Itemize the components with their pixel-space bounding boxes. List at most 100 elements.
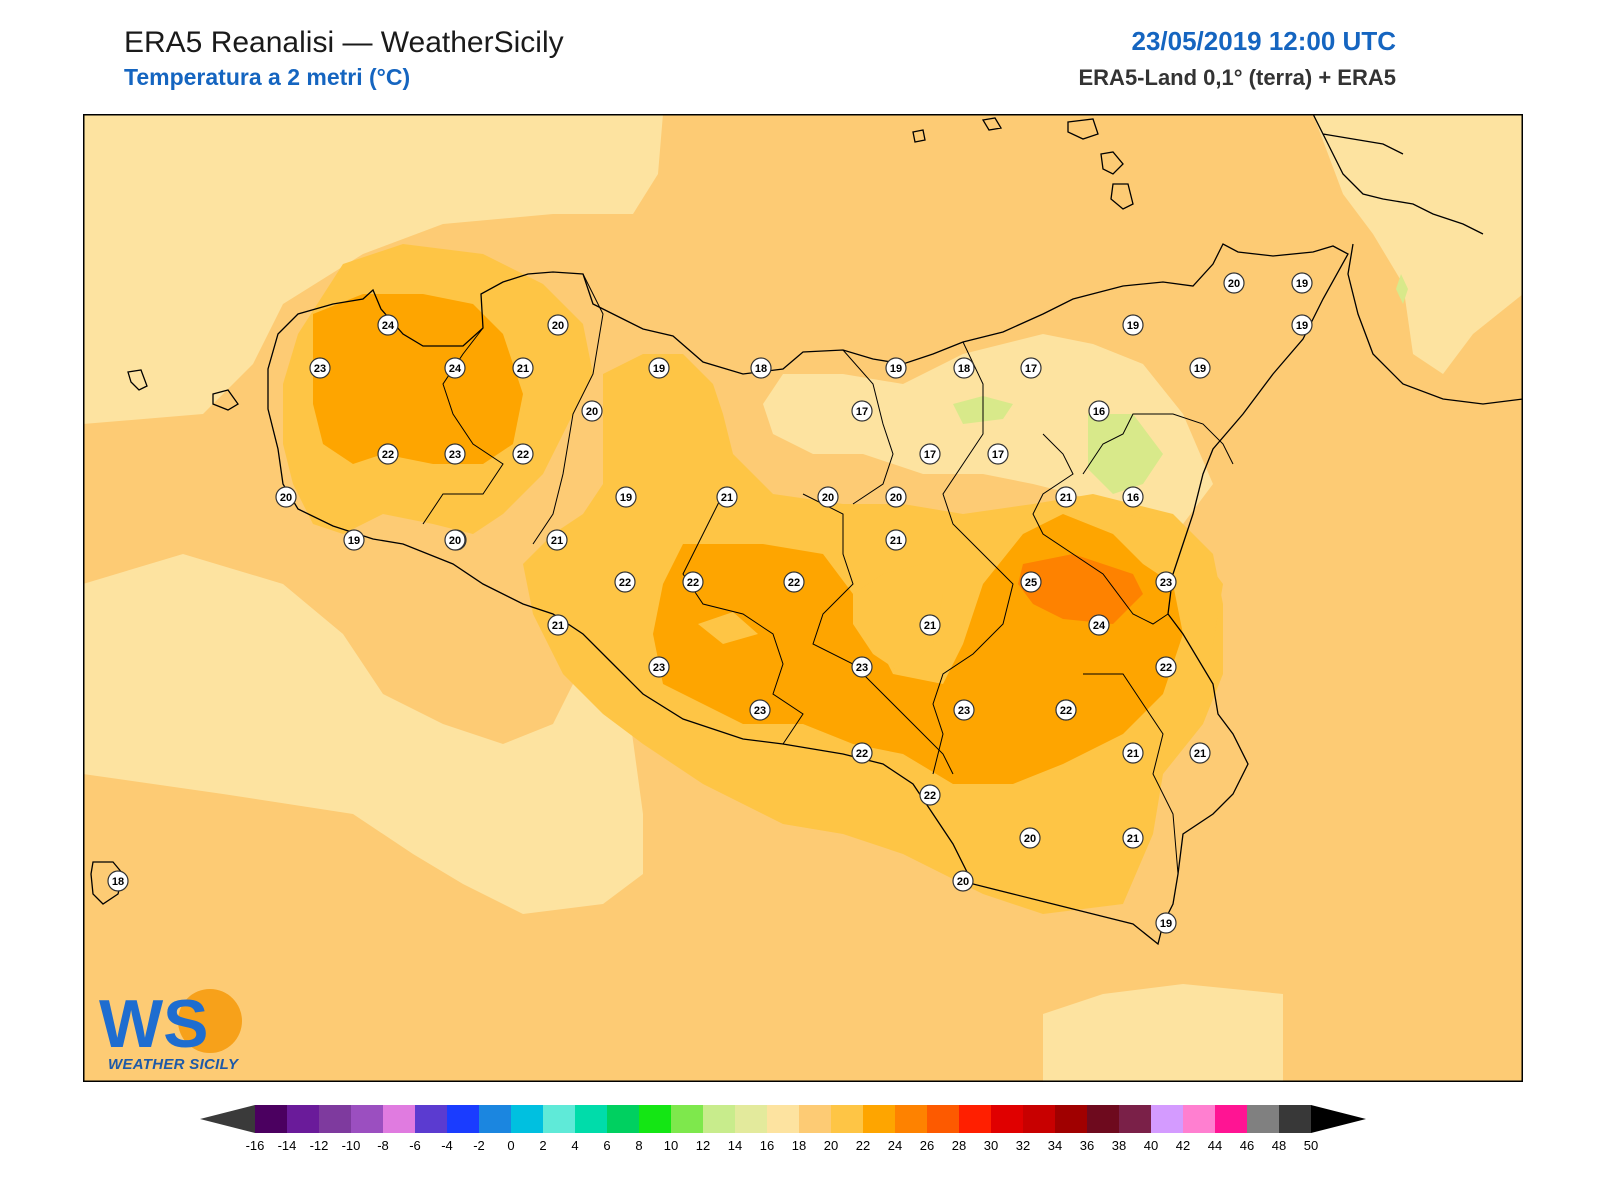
station-marker: 17 xyxy=(1020,357,1042,379)
station-marker-circle xyxy=(377,443,399,465)
station-marker-circle xyxy=(851,742,873,764)
island-pantelleria xyxy=(90,861,124,905)
colorbar-tick-label: 6 xyxy=(603,1138,610,1153)
temp-band-16-ne xyxy=(1313,114,1523,374)
colorbar-tick-label: -2 xyxy=(473,1138,485,1153)
colorbar-cell xyxy=(1023,1105,1055,1133)
station-value: 18 xyxy=(755,363,767,375)
station-marker-circle xyxy=(682,571,704,593)
station-marker-circle xyxy=(1088,400,1110,422)
station-marker-circle xyxy=(1189,742,1211,764)
station-marker-circle xyxy=(1055,699,1077,721)
station-value: 21 xyxy=(1194,748,1206,760)
station-value: 20 xyxy=(822,492,834,504)
colorbar-cell xyxy=(511,1105,543,1133)
station-value: 17 xyxy=(924,449,936,461)
colorbar-tick-label: -12 xyxy=(310,1138,329,1153)
valid-datetime: 23/05/2019 12:00 UTC xyxy=(1131,26,1396,56)
station-value: 21 xyxy=(1127,833,1139,845)
station-marker: 19 xyxy=(1291,272,1313,294)
colorbar-cell xyxy=(895,1105,927,1133)
station-value: 22 xyxy=(517,449,529,461)
station-marker-circle xyxy=(1291,314,1313,336)
colorbar-cell xyxy=(1055,1105,1087,1133)
station-marker-circle xyxy=(444,443,466,465)
station-marker: 21 xyxy=(716,486,738,508)
island-salina xyxy=(1067,118,1099,140)
station-marker: 17 xyxy=(919,443,941,465)
station-marker: 20 xyxy=(817,486,839,508)
station-value: 19 xyxy=(1296,320,1308,332)
station-marker: 20 xyxy=(885,486,907,508)
station-marker: 22 xyxy=(614,571,636,593)
station-marker: 18 xyxy=(107,870,129,892)
station-value: 18 xyxy=(958,363,970,375)
temp-band-16-sw xyxy=(83,554,643,914)
station-value: 21 xyxy=(890,535,902,547)
station-marker-circle xyxy=(547,614,569,636)
colorbar-cell xyxy=(607,1105,639,1133)
station-value: 23 xyxy=(958,705,970,717)
colorbar-cell xyxy=(1151,1105,1183,1133)
station-marker-circle xyxy=(1189,357,1211,379)
station-marker: 19 xyxy=(885,357,907,379)
station-marker: 19 xyxy=(615,486,637,508)
colorbar-tick-label: -8 xyxy=(377,1138,389,1153)
station-marker-circle xyxy=(444,357,466,379)
station-marker-circle xyxy=(581,400,603,422)
station-marker: 22 xyxy=(919,784,941,806)
colorbar-tick-label: 26 xyxy=(920,1138,934,1153)
temperature-colorbar: -16 -14 -12 -10 -8 -6 -4 -2 0 2 4 6 8 10 12 14 16 18 20 22 2… xyxy=(200,1105,1366,1153)
station-value: 17 xyxy=(992,449,1004,461)
station-marker: 23 xyxy=(309,357,331,379)
station-marker: 22 xyxy=(851,742,873,764)
station-marker-circle xyxy=(749,699,771,721)
station-marker-circle xyxy=(885,529,907,551)
station-value: 20 xyxy=(1228,278,1240,290)
colorbar-cell xyxy=(415,1105,447,1133)
station-value: 22 xyxy=(619,577,631,589)
station-marker: 22 xyxy=(783,571,805,593)
station-value: 21 xyxy=(924,620,936,632)
station-value: 21 xyxy=(517,363,529,375)
station-marker: 20 xyxy=(547,314,569,336)
station-marker: 24 xyxy=(1088,614,1110,636)
colorbar-cell xyxy=(831,1105,863,1133)
island-lipari xyxy=(1100,151,1124,175)
station-marker-circle xyxy=(1122,314,1144,336)
station-marker: 23 xyxy=(851,656,873,678)
colorbar-cell xyxy=(575,1105,607,1133)
colorbar-cell xyxy=(1215,1105,1247,1133)
colorbar-cell xyxy=(991,1105,1023,1133)
station-value: 24 xyxy=(382,320,395,332)
colorbar-cell xyxy=(1279,1105,1311,1133)
colorbar-tick-label: 4 xyxy=(571,1138,578,1153)
station-marker: 21 xyxy=(1189,742,1211,764)
station-marker-circle xyxy=(952,870,974,892)
station-marker: 20 xyxy=(952,870,974,892)
station-marker-circle xyxy=(851,656,873,678)
colorbar-tick-label: 48 xyxy=(1272,1138,1286,1153)
station-value: 21 xyxy=(1127,748,1139,760)
station-marker: 22 xyxy=(512,443,534,465)
colorbar-tick-label: 0 xyxy=(507,1138,514,1153)
station-value: 22 xyxy=(1060,705,1072,717)
colorbar-tick-label: 10 xyxy=(664,1138,678,1153)
station-value: 19 xyxy=(348,535,360,547)
station-marker-circle xyxy=(817,486,839,508)
colorbar-tick-label: 46 xyxy=(1240,1138,1254,1153)
station-marker: 25 xyxy=(1020,571,1042,593)
temp-band-16-nw xyxy=(83,114,663,424)
station-marker: 21 xyxy=(1122,742,1144,764)
station-marker: 20 xyxy=(444,529,466,551)
station-marker: 20 xyxy=(275,486,297,508)
station-marker: 22 xyxy=(377,443,399,465)
station-marker-circle xyxy=(953,357,975,379)
colorbar-cell xyxy=(383,1105,415,1133)
colorbar-cell xyxy=(863,1105,895,1133)
station-marker-circle xyxy=(343,529,365,551)
station-value: 25 xyxy=(1025,577,1037,589)
colorbar-tick-label: 2 xyxy=(539,1138,546,1153)
map-subtitle: Temperatura a 2 metri (°C) xyxy=(124,64,411,90)
station-marker: 21 xyxy=(919,614,941,636)
